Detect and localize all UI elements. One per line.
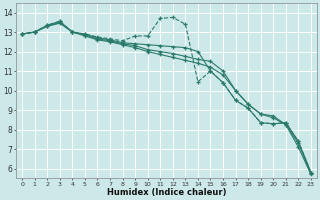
X-axis label: Humidex (Indice chaleur): Humidex (Indice chaleur) [107,188,226,197]
